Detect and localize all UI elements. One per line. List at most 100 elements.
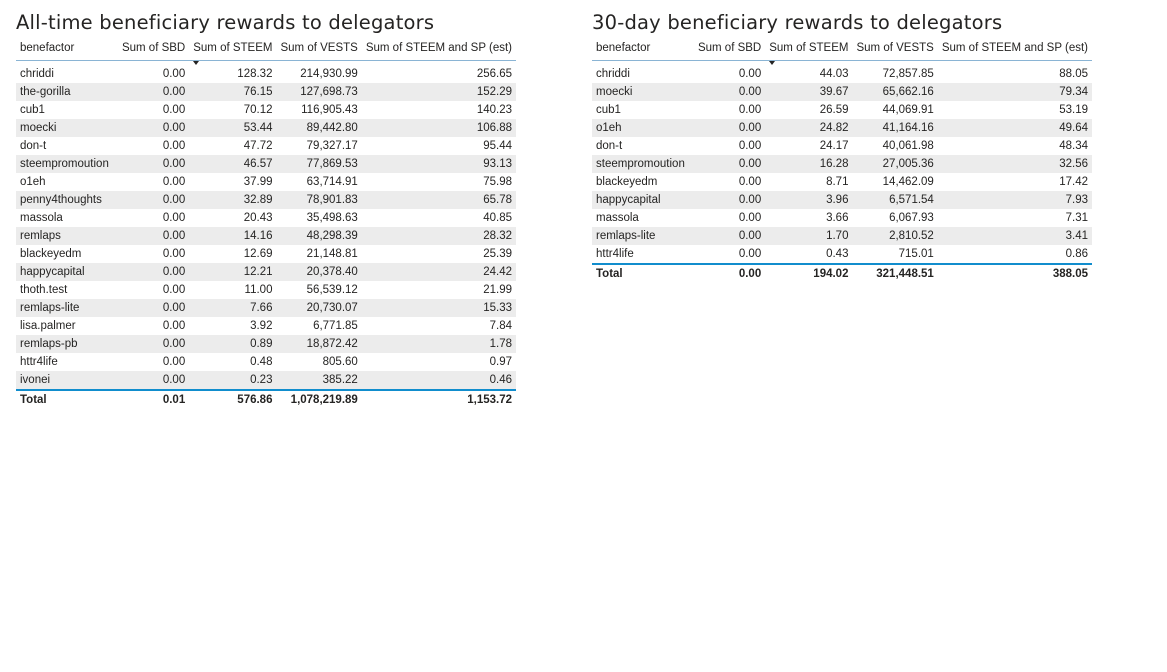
header-row: benefactor Sum of SBD Sum of STEEM Sum o… xyxy=(16,36,516,65)
cell-benefactor: remlaps-lite xyxy=(16,299,115,317)
table-row[interactable]: lisa.palmer 0.00 3.92 6,771.85 7.84 xyxy=(16,317,516,335)
cell-vests: 72,857.85 xyxy=(882,68,934,80)
table-row[interactable]: thoth.test 0.00 11.00 56,539.12 21.99 xyxy=(16,281,516,299)
total-row: Total 0.01 576.86 1,078,219.89 1,153.72 xyxy=(16,390,516,409)
column-header-vests[interactable]: Sum of VESTS xyxy=(852,36,938,61)
cell-vests: 14,462.09 xyxy=(882,176,934,188)
table-row[interactable]: chriddi 0.00 44.03 72,857.85 88.05 xyxy=(592,65,1092,83)
column-header-benefactor[interactable]: benefactor xyxy=(592,36,691,61)
cell-sbd: 0.00 xyxy=(738,140,762,152)
cell-steem-sp: 75.98 xyxy=(483,176,512,188)
cell-benefactor: blackeyedm xyxy=(596,176,658,188)
all-time-rewards-visual: All-time beneficiary rewards to delegato… xyxy=(16,0,516,409)
cell-benefactor: moecki xyxy=(592,83,691,101)
table-row[interactable]: o1eh 0.00 37.99 63,714.91 75.98 xyxy=(16,173,516,191)
table-row[interactable]: o1eh 0.00 24.82 41,164.16 49.64 xyxy=(592,119,1092,137)
cell-sbd: 0.00 xyxy=(114,371,190,391)
cell-steem-sp: 0.46 xyxy=(361,371,516,391)
table-row[interactable]: moecki 0.00 53.44 89,442.80 106.88 xyxy=(16,119,516,137)
column-header-sbd[interactable]: Sum of SBD xyxy=(690,36,766,61)
table-row[interactable]: chriddi 0.00 128.32 214,930.99 256.65 xyxy=(16,65,516,83)
cell-vests: 63,714.91 xyxy=(306,176,358,188)
cell-sbd: 0.00 xyxy=(114,227,190,245)
cell-steem: 0.48 xyxy=(250,356,273,368)
table-row[interactable]: happycapital 0.00 3.96 6,571.54 7.93 xyxy=(592,191,1092,209)
table-row[interactable]: remlaps-pb 0.00 0.89 18,872.42 1.78 xyxy=(16,335,516,353)
table-row[interactable]: remlaps 0.00 14.16 48,298.39 28.32 xyxy=(16,227,516,245)
column-header-steem[interactable]: Sum of STEEM xyxy=(765,36,853,65)
table-row[interactable]: remlaps-lite 0.00 7.66 20,730.07 15.33 xyxy=(16,299,516,317)
cell-steem-sp: 49.64 xyxy=(937,119,1092,137)
cell-steem: 47.72 xyxy=(243,140,273,152)
table-row[interactable]: httr4life 0.00 0.43 715.01 0.86 xyxy=(592,245,1092,265)
cell-steem-sp: 65.78 xyxy=(361,191,516,209)
table-row[interactable]: blackeyedm 0.00 12.69 21,148.81 25.39 xyxy=(16,245,516,263)
cell-steem: 70.12 xyxy=(243,104,273,116)
table-row[interactable]: cub1 0.00 26.59 44,069.91 53.19 xyxy=(592,101,1092,119)
cell-vests: 6,771.85 xyxy=(313,320,358,332)
column-header-benefactor[interactable]: benefactor xyxy=(16,36,115,61)
column-header-steem-sp[interactable]: Sum of STEEM and SP (est) xyxy=(361,36,516,61)
table-row[interactable]: blackeyedm 0.00 8.71 14,462.09 17.42 xyxy=(592,173,1092,191)
cell-steem: 44.03 xyxy=(819,68,849,80)
cell-benefactor: httr4life xyxy=(592,245,691,265)
cell-steem-sp: 152.29 xyxy=(361,83,516,101)
column-header-vests[interactable]: Sum of VESTS xyxy=(276,36,362,61)
cell-sbd: 0.00 xyxy=(162,140,186,152)
30-day-rewards-visual: 30-day beneficiary rewards to delegators… xyxy=(592,0,1092,283)
cell-steem: 7.66 xyxy=(189,299,277,317)
total-sbd: 0.01 xyxy=(162,394,186,406)
table-row[interactable]: steempromoution 0.00 46.57 77,869.53 93.13 xyxy=(16,155,516,173)
cell-vests: 77,869.53 xyxy=(276,155,362,173)
cell-steem-sp: 3.41 xyxy=(937,227,1092,245)
cell-vests: 44,069.91 xyxy=(882,104,934,116)
cell-steem-sp: 28.32 xyxy=(361,227,516,245)
table-row[interactable]: steempromoution 0.00 16.28 27,005.36 32.56 xyxy=(592,155,1092,173)
cell-sbd: 0.00 xyxy=(162,284,186,296)
table-row[interactable]: happycapital 0.00 12.21 20,378.40 24.42 xyxy=(16,263,516,281)
cell-sbd: 0.00 xyxy=(690,119,766,137)
table-row[interactable]: the-gorilla 0.00 76.15 127,698.73 152.29 xyxy=(16,83,516,101)
cell-steem: 39.67 xyxy=(765,83,853,101)
cell-steem: 53.44 xyxy=(189,119,277,137)
column-header-steem-sp[interactable]: Sum of STEEM and SP (est) xyxy=(937,36,1092,61)
cell-steem: 3.92 xyxy=(250,320,273,332)
cell-steem: 12.21 xyxy=(189,263,277,281)
table-body: chriddi 0.00 128.32 214,930.99 256.65 the-gor… xyxy=(16,65,516,391)
cell-sbd: 0.00 xyxy=(690,245,766,265)
cell-sbd: 0.00 xyxy=(738,176,762,188)
cell-vests: 65,662.16 xyxy=(852,83,938,101)
cell-benefactor: ivonei xyxy=(16,371,115,391)
cell-sbd: 0.00 xyxy=(114,83,190,101)
table-row[interactable]: httr4life 0.00 0.48 805.60 0.97 xyxy=(16,353,516,371)
table-row[interactable]: massola 0.00 3.66 6,067.93 7.31 xyxy=(592,209,1092,227)
cell-steem: 20.43 xyxy=(243,212,273,224)
cell-sbd: 0.00 xyxy=(162,212,186,224)
column-header-steem[interactable]: Sum of STEEM xyxy=(189,36,277,65)
table-row[interactable]: remlaps-lite 0.00 1.70 2,810.52 3.41 xyxy=(592,227,1092,245)
cell-vests: 116,905.43 xyxy=(301,104,358,116)
table-row[interactable]: cub1 0.00 70.12 116,905.43 140.23 xyxy=(16,101,516,119)
cell-sbd: 0.00 xyxy=(114,263,190,281)
cell-vests: 21,148.81 xyxy=(306,248,358,260)
table-row[interactable]: ivonei 0.00 0.23 385.22 0.46 xyxy=(16,371,516,391)
cell-benefactor: chriddi xyxy=(596,68,630,80)
column-header-sbd[interactable]: Sum of SBD xyxy=(114,36,190,61)
cell-steem: 0.89 xyxy=(189,335,277,353)
cell-benefactor: o1eh xyxy=(592,119,691,137)
cell-benefactor: massola xyxy=(20,212,63,224)
table-row[interactable]: penny4thoughts 0.00 32.89 78,901.83 65.78 xyxy=(16,191,516,209)
cell-benefactor: happycapital xyxy=(16,263,115,281)
cell-steem-sp: 17.42 xyxy=(1059,176,1088,188)
cell-steem-sp: 1.78 xyxy=(361,335,516,353)
table-row[interactable]: don-t 0.00 24.17 40,061.98 48.34 xyxy=(592,137,1092,155)
total-vests: 321,448.51 xyxy=(876,268,934,280)
cell-sbd: 0.00 xyxy=(162,176,186,188)
table-row[interactable]: massola 0.00 20.43 35,498.63 40.85 xyxy=(16,209,516,227)
all-time-rewards-table: benefactor Sum of SBD Sum of STEEM Sum o… xyxy=(16,36,516,409)
cell-steem: 14.16 xyxy=(189,227,277,245)
cell-vests: 79,327.17 xyxy=(306,140,358,152)
table-row[interactable]: moecki 0.00 39.67 65,662.16 79.34 xyxy=(592,83,1092,101)
total-label: Total xyxy=(20,394,47,406)
table-row[interactable]: don-t 0.00 47.72 79,327.17 95.44 xyxy=(16,137,516,155)
